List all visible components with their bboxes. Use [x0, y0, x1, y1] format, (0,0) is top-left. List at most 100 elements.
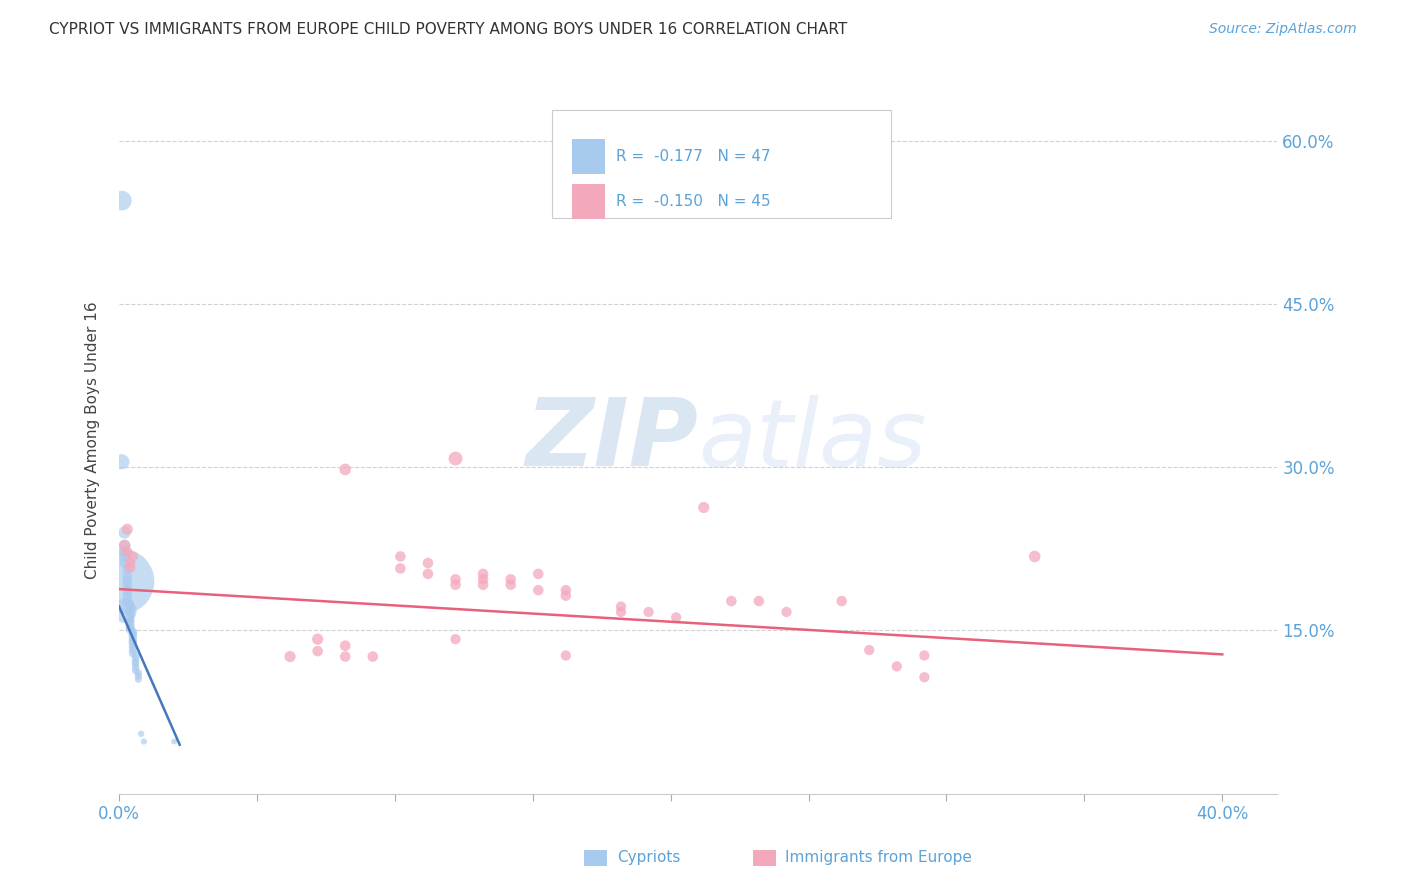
- Point: [117, 574, 139, 588]
- Point: [120, 620, 142, 634]
- Point: [121, 640, 143, 654]
- Point: [307, 632, 329, 647]
- Point: [472, 572, 495, 586]
- Point: [117, 586, 139, 600]
- Point: [416, 566, 439, 581]
- Point: [121, 643, 143, 657]
- Point: [114, 539, 136, 553]
- Point: [886, 659, 908, 673]
- Point: [124, 651, 146, 665]
- Point: [720, 594, 742, 608]
- Point: [117, 562, 139, 576]
- Point: [554, 648, 576, 663]
- Point: [120, 606, 142, 620]
- Point: [499, 572, 522, 586]
- Point: [120, 560, 142, 574]
- Text: R =  -0.177   N = 47: R = -0.177 N = 47: [616, 149, 770, 164]
- Point: [912, 670, 935, 684]
- Text: atlas: atlas: [699, 394, 927, 485]
- Point: [554, 583, 576, 598]
- Point: [117, 578, 139, 592]
- Point: [124, 657, 146, 672]
- Point: [117, 595, 139, 609]
- Point: [121, 646, 143, 660]
- Point: [120, 598, 142, 612]
- Point: [127, 665, 149, 680]
- Point: [748, 594, 770, 608]
- Point: [444, 572, 467, 586]
- Point: [124, 664, 146, 678]
- Text: ZIP: ZIP: [526, 394, 699, 486]
- Point: [831, 594, 853, 608]
- Point: [444, 451, 467, 466]
- Point: [912, 648, 935, 663]
- Point: [114, 545, 136, 559]
- Point: [132, 734, 155, 748]
- Point: [361, 649, 384, 664]
- Point: [111, 574, 134, 589]
- Point: [117, 582, 139, 596]
- Point: [121, 549, 143, 564]
- Point: [637, 605, 659, 619]
- Point: [120, 601, 142, 615]
- Point: [124, 655, 146, 669]
- Point: [610, 599, 633, 614]
- Point: [472, 566, 495, 581]
- Point: [120, 618, 142, 632]
- Point: [117, 522, 139, 536]
- Text: Source: ZipAtlas.com: Source: ZipAtlas.com: [1209, 22, 1357, 37]
- Point: [472, 578, 495, 592]
- Point: [114, 556, 136, 570]
- Point: [527, 566, 550, 581]
- Point: [127, 673, 149, 687]
- Point: [120, 623, 142, 637]
- Point: [121, 629, 143, 643]
- Point: [121, 634, 143, 648]
- Text: Immigrants from Europe: Immigrants from Europe: [786, 850, 973, 865]
- Point: [307, 644, 329, 658]
- Point: [129, 727, 152, 741]
- Point: [114, 549, 136, 564]
- Point: [114, 604, 136, 618]
- Point: [120, 556, 142, 570]
- Point: [120, 613, 142, 627]
- Text: Cypriots: Cypriots: [617, 850, 681, 865]
- Point: [114, 539, 136, 553]
- Point: [121, 632, 143, 647]
- Point: [278, 649, 301, 664]
- Y-axis label: Child Poverty Among Boys Under 16: Child Poverty Among Boys Under 16: [86, 301, 100, 579]
- Point: [124, 660, 146, 674]
- Point: [121, 624, 143, 639]
- Point: [499, 578, 522, 592]
- Point: [444, 578, 467, 592]
- Point: [1024, 549, 1046, 564]
- Point: [117, 591, 139, 605]
- Point: [554, 589, 576, 603]
- Point: [335, 462, 357, 476]
- Point: [693, 500, 716, 515]
- Point: [527, 583, 550, 598]
- Point: [114, 525, 136, 540]
- Text: R =  -0.150   N = 45: R = -0.150 N = 45: [616, 194, 770, 210]
- Point: [335, 639, 357, 653]
- Point: [117, 569, 139, 583]
- Point: [775, 605, 797, 619]
- Point: [444, 632, 467, 647]
- Point: [665, 610, 688, 624]
- Point: [111, 194, 134, 208]
- Point: [111, 455, 134, 469]
- Point: [120, 615, 142, 629]
- Point: [120, 609, 142, 624]
- Point: [389, 549, 412, 564]
- Point: [121, 626, 143, 640]
- Point: [163, 734, 186, 748]
- Point: [121, 636, 143, 650]
- Point: [389, 561, 412, 575]
- Point: [124, 648, 146, 663]
- Point: [610, 605, 633, 619]
- Point: [858, 643, 880, 657]
- Point: [117, 545, 139, 559]
- Text: CYPRIOT VS IMMIGRANTS FROM EUROPE CHILD POVERTY AMONG BOYS UNDER 16 CORRELATION : CYPRIOT VS IMMIGRANTS FROM EUROPE CHILD …: [49, 22, 848, 37]
- Point: [416, 556, 439, 570]
- Point: [127, 669, 149, 683]
